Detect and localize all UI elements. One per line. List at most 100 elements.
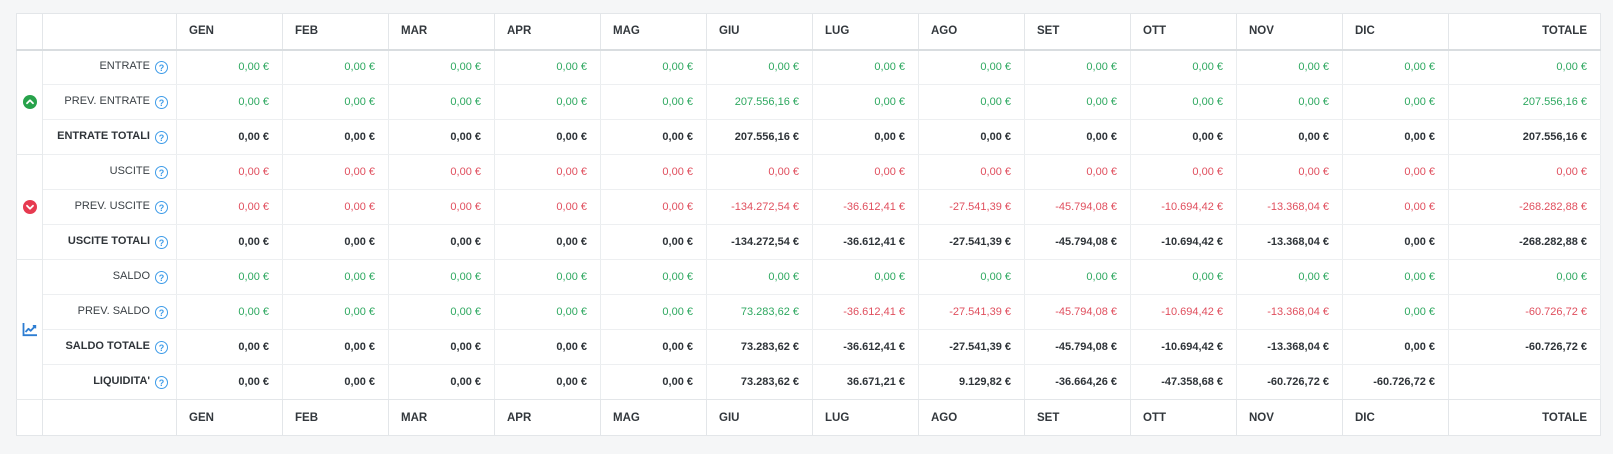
value-cell: 0,00 € xyxy=(494,154,601,190)
value-cell: 0,00 € xyxy=(282,84,389,120)
table-row-liquidita: LIQUIDITA'? 0,00 €0,00 €0,00 €0,00 €0,00 … xyxy=(17,364,1601,400)
value-cell: 0,00 € xyxy=(918,49,1025,85)
table-body: ENTRATE? 0,00 €0,00 €0,00 €0,00 €0,00 €0,… xyxy=(16,49,1601,400)
value-cell: 0,00 € xyxy=(176,294,283,330)
help-icon[interactable]: ? xyxy=(155,166,168,179)
value-cell: 0,00 € xyxy=(600,259,707,295)
value-cell: 207.556,16 € xyxy=(1448,84,1601,120)
value-cell: 0,00 € xyxy=(1342,294,1449,330)
value-cell: -27.541,39 € xyxy=(918,294,1025,330)
table-row-uscite: USCITE? 0,00 €0,00 €0,00 €0,00 €0,00 €0,0… xyxy=(16,154,1601,260)
table-row-prev-uscite: PREV. USCITE? 0,00 €0,00 €0,00 €0,00 €0,0… xyxy=(17,189,1601,225)
value-cell: 0,00 € xyxy=(812,259,919,295)
help-icon[interactable]: ? xyxy=(155,96,168,109)
table-row-saldo: SALDO? 0,00 €0,00 €0,00 €0,00 €0,00 €0,00… xyxy=(16,259,1601,400)
help-icon[interactable]: ? xyxy=(155,61,168,75)
cashflow-summary-panel: GEN FEB MAR APR MAG GIU LUG AGO SET OTT NOV DIC TOTA… xyxy=(16,13,1601,436)
value-cell: 0,00 € xyxy=(918,154,1025,190)
footer-column-header-giu: GIU xyxy=(706,399,813,436)
column-header-ott: OTT xyxy=(1130,13,1237,51)
help-icon[interactable]: ? xyxy=(155,131,168,144)
value-cell: 0,00 € xyxy=(1448,49,1601,85)
help-icon[interactable]: ? xyxy=(155,341,168,354)
value-cell: 0,00 € xyxy=(388,154,495,190)
value-cell: -27.541,39 € xyxy=(918,224,1025,260)
value-cell: 0,00 € xyxy=(600,189,707,225)
value-cell: -45.794,08 € xyxy=(1024,224,1131,260)
value-cell: 0,00 € xyxy=(600,84,707,120)
value-cell: 0,00 € xyxy=(706,154,813,190)
help-icon[interactable]: ? xyxy=(155,306,168,319)
label-column-footer-column-header xyxy=(42,399,177,436)
value-cell: 0,00 € xyxy=(1024,154,1131,190)
value-cell: 0,00 € xyxy=(600,329,707,365)
value-cell: -10.694,42 € xyxy=(1130,224,1237,260)
value-cell: 0,00 € xyxy=(600,49,707,85)
value-cell: -60.726,72 € xyxy=(1448,294,1601,330)
value-cell: 0,00 € xyxy=(1236,49,1343,85)
row-label: ENTRATE TOTALI xyxy=(57,130,150,142)
label-column-column-header xyxy=(42,13,177,51)
value-cell: -268.282,88 € xyxy=(1448,224,1601,260)
row-label: LIQUIDITA' xyxy=(93,375,150,387)
saldo-group-cell xyxy=(16,259,43,400)
value-cell: 0,00 € xyxy=(1342,119,1449,155)
help-icon[interactable]: ? xyxy=(155,376,168,389)
value-cell: 0,00 € xyxy=(812,49,919,85)
value-cell: 0,00 € xyxy=(494,224,601,260)
value-cell: 0,00 € xyxy=(282,294,389,330)
value-cell: -10.694,42 € xyxy=(1130,294,1237,330)
value-cell: 0,00 € xyxy=(282,259,389,295)
value-cell: 9.129,82 € xyxy=(918,364,1025,400)
value-cell: 73.283,62 € xyxy=(706,364,813,400)
circle-arrow-up-icon xyxy=(22,95,37,110)
help-icon[interactable]: ? xyxy=(155,201,168,214)
footer-column-header-ago: AGO xyxy=(918,399,1025,436)
value-cell: 0,00 € xyxy=(494,119,601,155)
value-cell: 0,00 € xyxy=(1342,84,1449,120)
value-cell: 0,00 € xyxy=(176,259,283,295)
table-header: GEN FEB MAR APR MAG GIU LUG AGO SET OTT NOV DIC TOTA… xyxy=(16,13,1601,51)
row-label: PREV. ENTRATE xyxy=(64,95,150,107)
table-row-saldo-totale: SALDO TOTALE? 0,00 €0,00 €0,00 €0,00 €0,0… xyxy=(17,329,1601,365)
value-cell: 0,00 € xyxy=(388,84,495,120)
help-icon[interactable]: ? xyxy=(155,271,168,284)
header-row: GEN FEB MAR APR MAG GIU LUG AGO SET OTT NOV DIC TOTA… xyxy=(16,13,1601,51)
value-cell: 0,00 € xyxy=(494,294,601,330)
value-cell: 0,00 € xyxy=(1342,224,1449,260)
footer-column-header-apr: APR xyxy=(494,399,601,436)
footer-column-header-nov: NOV xyxy=(1236,399,1343,436)
row-label-cell: SALDO TOTALE? xyxy=(42,329,177,365)
value-cell: 0,00 € xyxy=(706,49,813,85)
row-label-cell: ENTRATE TOTALI? xyxy=(42,119,177,155)
row-label: USCITE TOTALI xyxy=(67,235,150,247)
value-cell: 0,00 € xyxy=(388,49,495,85)
column-header-apr: APR xyxy=(494,13,601,51)
table-row-prev-saldo: PREV. SALDO? 0,00 €0,00 €0,00 €0,00 €0,00… xyxy=(17,294,1601,330)
value-cell: -36.612,41 € xyxy=(812,224,919,260)
value-cell: 0,00 € xyxy=(1024,119,1131,155)
value-cell: 0,00 € xyxy=(706,259,813,295)
value-cell: 0,00 € xyxy=(282,119,389,155)
value-cell: 0,00 € xyxy=(282,329,389,365)
help-icon[interactable]: ? xyxy=(155,236,168,249)
value-cell: 0,00 € xyxy=(494,189,601,225)
column-header-mag: MAG xyxy=(600,13,707,51)
table-row-prev-entrate: PREV. ENTRATE? 0,00 €0,00 €0,00 €0,00 €0,… xyxy=(17,84,1601,120)
row-label-cell: LIQUIDITA'? xyxy=(42,364,177,400)
value-cell: -45.794,08 € xyxy=(1024,294,1131,330)
value-cell: -36.612,41 € xyxy=(812,294,919,330)
value-cell: 0,00 € xyxy=(176,329,283,365)
value-cell: 0,00 € xyxy=(1236,154,1343,190)
table-row-uscite-totali: USCITE TOTALI? 0,00 €0,00 €0,00 €0,00 €0,… xyxy=(17,224,1601,260)
value-cell: -13.368,04 € xyxy=(1236,294,1343,330)
uscite-group-cell xyxy=(16,154,43,260)
value-cell: 0,00 € xyxy=(1342,189,1449,225)
column-header-totale: TOTALE xyxy=(1448,13,1601,51)
value-cell: 0,00 € xyxy=(1342,259,1449,295)
value-cell: 0,00 € xyxy=(176,154,283,190)
value-cell: 0,00 € xyxy=(282,189,389,225)
value-cell: 0,00 € xyxy=(176,119,283,155)
value-cell: -134.272,54 € xyxy=(706,224,813,260)
chart-line-icon[interactable] xyxy=(22,322,38,337)
